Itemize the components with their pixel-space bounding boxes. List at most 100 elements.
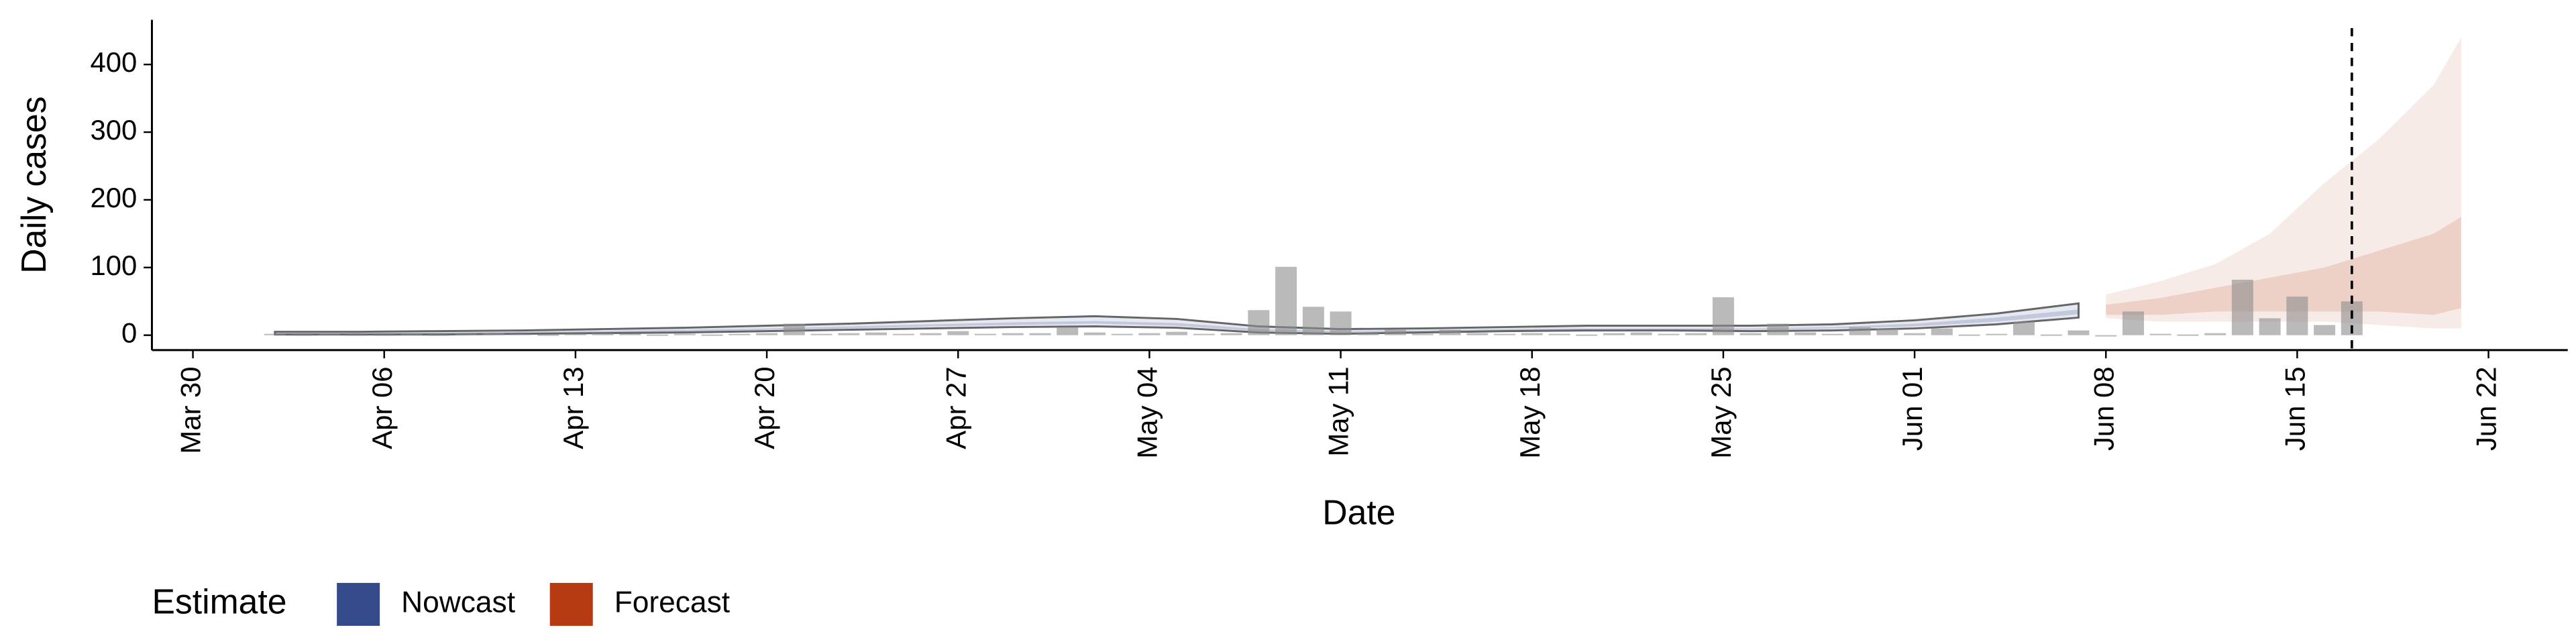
- y-tick-label: 400: [91, 46, 138, 78]
- bar: [920, 333, 942, 335]
- legend-swatch: [549, 582, 593, 626]
- bar: [783, 323, 805, 335]
- bar: [1849, 327, 1871, 335]
- bar: [592, 333, 614, 335]
- bar: [756, 333, 778, 335]
- bar: [373, 334, 395, 336]
- bar: [345, 334, 368, 336]
- bar: [1493, 333, 1515, 335]
- bar: [1357, 333, 1379, 335]
- y-axis-title: Daily cases: [14, 97, 53, 274]
- bar: [674, 333, 696, 335]
- bar: [2177, 334, 2199, 336]
- bar: [2204, 333, 2226, 335]
- bar: [1138, 333, 1161, 335]
- bar: [291, 334, 313, 336]
- y-tick-label: 200: [91, 182, 138, 213]
- bar: [1658, 333, 1680, 335]
- x-tick-label: Jun 15: [2279, 366, 2310, 451]
- legend-title: Estimate: [152, 582, 286, 621]
- bar: [1411, 333, 1434, 335]
- bar: [2095, 335, 2117, 337]
- bar: [1876, 328, 1898, 335]
- bar: [455, 333, 477, 335]
- x-tick-label: Apr 06: [366, 366, 398, 449]
- bar: [1739, 333, 1762, 335]
- y-tick-label: 100: [91, 250, 138, 281]
- bar: [1002, 333, 1024, 335]
- bar: [1958, 334, 1980, 336]
- bar: [1548, 333, 1570, 335]
- ribbon: [2106, 217, 2461, 315]
- ribbon: [274, 302, 2080, 336]
- x-tick-label: Jun 08: [2088, 366, 2119, 451]
- x-tick-label: Apr 27: [940, 366, 971, 449]
- bar: [2122, 311, 2144, 335]
- bar: [264, 333, 286, 335]
- bar: [2314, 325, 2336, 335]
- bar: [510, 333, 532, 335]
- bar: [1385, 329, 1407, 335]
- bar: [1220, 333, 1242, 335]
- bar: [1576, 334, 1598, 336]
- bar: [1466, 333, 1489, 335]
- bar: [1904, 333, 1926, 335]
- bar: [2259, 318, 2281, 335]
- bar: [1821, 333, 1843, 335]
- bar: [1630, 332, 1652, 335]
- bar: [619, 333, 641, 335]
- bar: [1275, 266, 1297, 335]
- bar: [2231, 279, 2253, 335]
- bar: [1685, 333, 1707, 335]
- bar: [2286, 297, 2308, 335]
- x-tick-label: May 11: [1323, 366, 1354, 456]
- bar: [647, 334, 669, 336]
- bar: [482, 333, 504, 335]
- bar: [400, 333, 423, 335]
- bar: [1931, 328, 1953, 335]
- bar: [701, 334, 723, 336]
- bar: [947, 331, 969, 335]
- bar: [2040, 334, 2062, 336]
- x-tick-label: Jun 01: [1896, 366, 1928, 451]
- bar: [2013, 321, 2035, 335]
- x-tick-label: Apr 13: [557, 366, 589, 449]
- bar: [892, 333, 914, 335]
- bar: [1521, 333, 1543, 335]
- bar: [1111, 333, 1133, 335]
- bar: [1330, 311, 1352, 335]
- ribbon: [2106, 37, 2461, 329]
- bar: [974, 333, 996, 335]
- bar: [1029, 333, 1051, 335]
- bar: [1794, 332, 1817, 335]
- x-tick-label: Mar 30: [175, 366, 207, 453]
- bar: [319, 333, 341, 335]
- bar: [2149, 333, 2171, 335]
- bar: [1767, 323, 1789, 335]
- bar: [1193, 333, 1215, 335]
- bar: [564, 333, 586, 335]
- legend-label: Nowcast: [401, 586, 515, 619]
- bar: [1166, 331, 1188, 335]
- y-tick-label: 0: [121, 317, 137, 349]
- y-tick-label: 300: [91, 114, 138, 146]
- bar: [838, 333, 860, 335]
- bar: [1439, 329, 1461, 335]
- bar: [428, 334, 450, 336]
- legend-label: Forecast: [614, 586, 730, 619]
- bar: [1248, 310, 1270, 335]
- bar: [1712, 297, 1734, 335]
- x-tick-label: May 25: [1705, 366, 1737, 458]
- bar: [537, 334, 559, 336]
- bar: [1057, 327, 1079, 335]
- bar: [729, 333, 751, 335]
- bar: [1302, 307, 1324, 335]
- x-tick-label: May 04: [1131, 366, 1163, 458]
- x-tick-label: May 18: [1514, 366, 1546, 458]
- legend-swatch: [337, 582, 380, 626]
- bar: [1083, 332, 1106, 335]
- bar: [865, 332, 888, 335]
- x-axis-title: Date: [1322, 493, 1395, 532]
